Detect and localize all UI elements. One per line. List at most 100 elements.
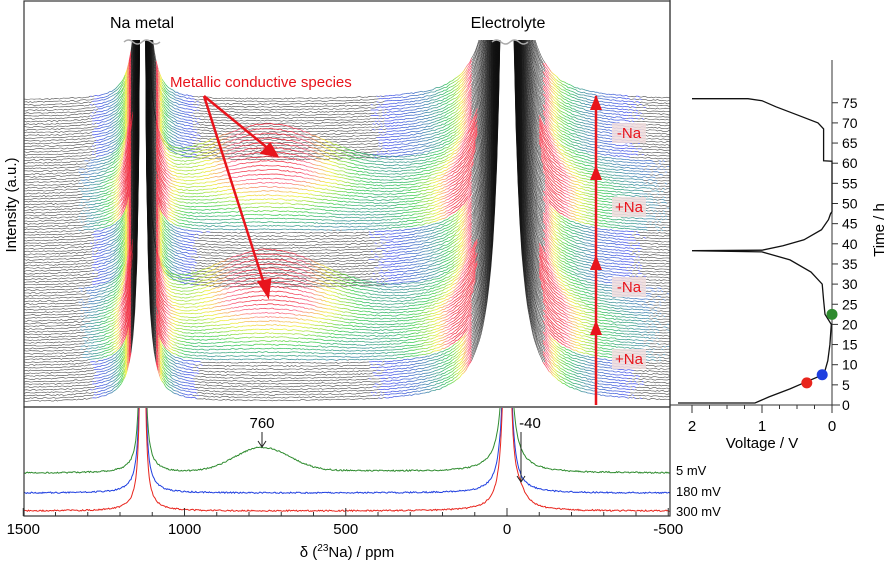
spectrum-trace [346, 173, 348, 174]
spectrum-trace [315, 160, 317, 161]
spectrum-trace [309, 138, 311, 139]
spectrum-trace [446, 119, 448, 121]
spectrum-trace [566, 161, 568, 162]
spectrum-trace [636, 107, 644, 108]
spectrum-trace [630, 168, 634, 169]
spectrum-trace [454, 133, 456, 135]
spectrum-trace [564, 149, 566, 151]
spectrum-trace [443, 146, 445, 147]
spectrum-trace [551, 138, 553, 139]
spectrum-trace [237, 147, 239, 148]
spectrum-trace [580, 100, 582, 101]
spectrum-trace [214, 166, 216, 167]
spectrum-trace [462, 145, 464, 147]
spectrum-trace [17, 169, 79, 172]
spectrum-trace [609, 152, 611, 153]
spectrum-trace [179, 151, 181, 152]
spectrum-trace [406, 113, 408, 114]
spectrum-trace [435, 129, 437, 130]
spectrum-trace [574, 139, 576, 140]
spectrum-trace [619, 145, 621, 146]
spectrum-trace [195, 110, 197, 111]
spectrum-trace [584, 137, 586, 138]
spectrum-trace [626, 98, 628, 99]
spectrum-trace [551, 130, 553, 132]
spectrum-trace [17, 177, 85, 180]
spectrum-trace [319, 137, 321, 138]
spectrum-trace [396, 142, 398, 143]
spectrum-trace [383, 129, 387, 130]
spectrum-trace [206, 141, 208, 142]
spectrum-trace [568, 92, 570, 94]
spectrum-trace [421, 154, 423, 155]
spectrum-trace [568, 156, 570, 157]
spectrum-trace [450, 128, 452, 129]
spectrum-trace [112, 142, 114, 143]
spectrum-trace [100, 131, 102, 132]
spectrum-trace [297, 146, 299, 147]
spectrum-trace [185, 164, 187, 165]
spectrum-trace [605, 115, 607, 116]
spectrum-trace [400, 105, 404, 106]
spectrum-trace [588, 157, 590, 158]
spectrum-trace [555, 145, 557, 146]
spectrum-trace [168, 150, 170, 152]
spectrum-trace [108, 131, 110, 133]
spectrum-trace [108, 161, 110, 162]
spectrum-trace [563, 164, 565, 166]
spectrum-trace [394, 122, 396, 123]
spectrum-trace [427, 120, 429, 121]
spectrum-trace [582, 128, 584, 129]
spectrum-trace [458, 86, 460, 88]
spectrum-trace [444, 159, 446, 160]
spectrum-trace [400, 127, 402, 128]
spectrum-trace [590, 155, 592, 156]
spectrum-trace [230, 132, 232, 133]
spectrum-trace [236, 130, 238, 131]
spectrum-trace [458, 83, 460, 85]
spectrum-trace [203, 143, 205, 144]
spectrum-trace [607, 130, 609, 131]
spectrum-trace [557, 138, 559, 139]
spectrum-trace [555, 101, 557, 103]
spectrum-trace [172, 159, 174, 160]
spectrum-trace [373, 170, 375, 171]
spectrum-trace [584, 159, 586, 160]
spectrum-trace [563, 84, 565, 85]
spectrum-trace [580, 138, 582, 139]
spectrum-trace [431, 142, 433, 143]
spectrum-trace [443, 167, 445, 168]
spectrum-trace [634, 163, 636, 164]
spectrum-trace [452, 140, 454, 142]
spectrum-trace [170, 97, 172, 98]
spectrum-trace [564, 97, 566, 98]
spectrum-trace [572, 94, 574, 95]
spectrum-trace [170, 127, 172, 129]
spectrum-trace [557, 122, 559, 124]
spectrum-trace [414, 156, 416, 157]
spectrum-trace [114, 111, 116, 112]
spectrum-trace [452, 118, 454, 119]
spectrum-trace [179, 129, 181, 130]
spectrum-trace [117, 113, 119, 114]
spectrum-trace [417, 140, 419, 141]
spectrum-trace [566, 136, 568, 137]
spectrum-trace [241, 155, 243, 156]
spectrum-trace [452, 143, 454, 144]
spectrum-trace [557, 135, 559, 136]
spectrum-trace [116, 142, 118, 144]
spectrum-trace [234, 152, 236, 153]
spectrum-trace [218, 164, 220, 165]
spectrum-trace [400, 171, 402, 172]
spectrum-trace [92, 160, 94, 161]
spectrum-trace [462, 140, 464, 142]
spectrum-trace [466, 113, 468, 115]
spectrum-trace [553, 87, 555, 89]
spectrum-trace [570, 107, 572, 109]
spectrum-trace [441, 150, 443, 151]
spectrum-trace [174, 138, 176, 139]
spectrum-trace [454, 86, 456, 87]
spectrum-trace [323, 143, 325, 144]
spectrum-trace [174, 153, 176, 154]
spectrum-trace [108, 166, 110, 167]
